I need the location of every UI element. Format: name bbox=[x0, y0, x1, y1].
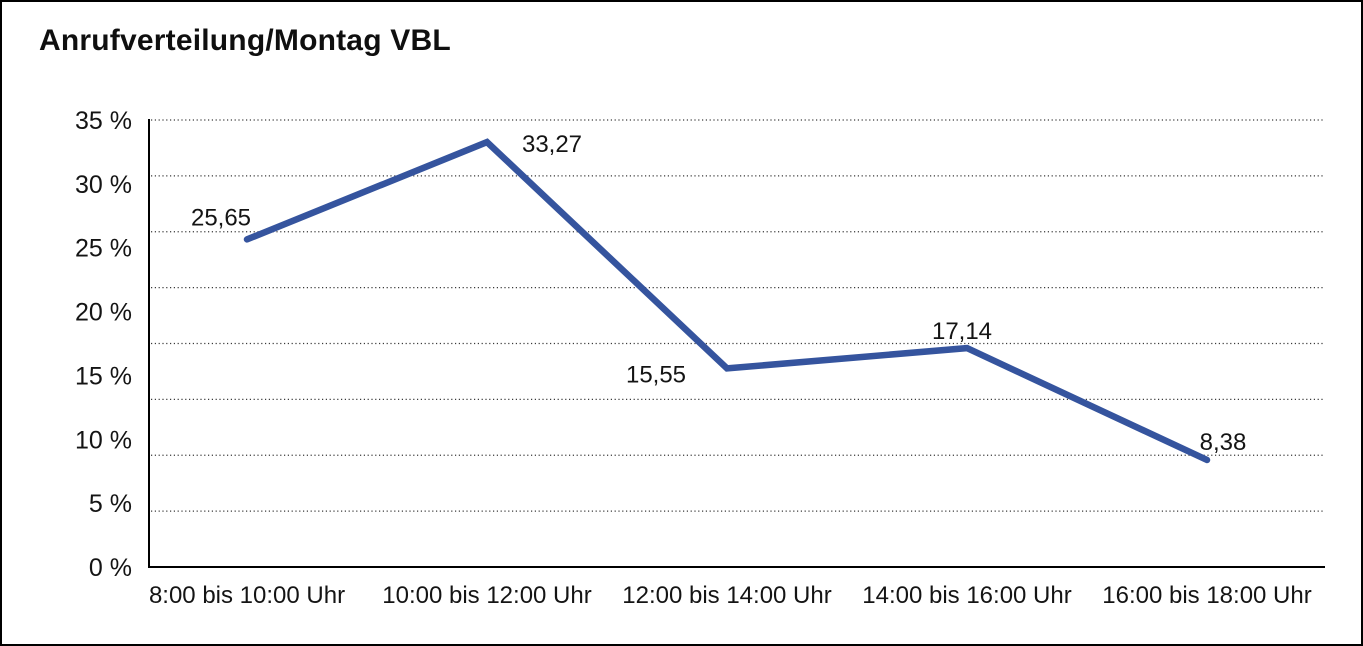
x-tick-label: 14:00 bis 16:00 Uhr bbox=[862, 582, 1071, 609]
x-tick-label: 10:00 bis 12:00 Uhr bbox=[382, 582, 591, 609]
y-tick-label: 30 % bbox=[75, 171, 132, 199]
y-tick-label: 20 % bbox=[75, 299, 132, 327]
y-tick-label: 5 % bbox=[89, 490, 132, 518]
y-tick-label: 15 % bbox=[75, 362, 132, 390]
data-label: 8,38 bbox=[1200, 429, 1247, 456]
data-line bbox=[243, 138, 1211, 464]
data-label: 17,14 bbox=[932, 318, 992, 345]
x-tick-label: 8:00 bis 10:00 Uhr bbox=[149, 582, 345, 609]
y-tick-label: 25 % bbox=[75, 235, 132, 263]
y-tick-label: 10 % bbox=[75, 426, 132, 454]
y-tick-label: 35 % bbox=[75, 107, 132, 135]
data-label: 15,55 bbox=[626, 361, 686, 388]
x-tick-label: 16:00 bis 18:00 Uhr bbox=[1102, 582, 1311, 609]
data-label: 33,27 bbox=[522, 131, 582, 158]
x-tick-label: 12:00 bis 14:00 Uhr bbox=[622, 582, 831, 609]
chart-title: Anrufverteilung/Montag VBL bbox=[39, 24, 451, 57]
y-tick-label: 0 % bbox=[89, 554, 132, 582]
data-label: 25,65 bbox=[191, 204, 251, 231]
